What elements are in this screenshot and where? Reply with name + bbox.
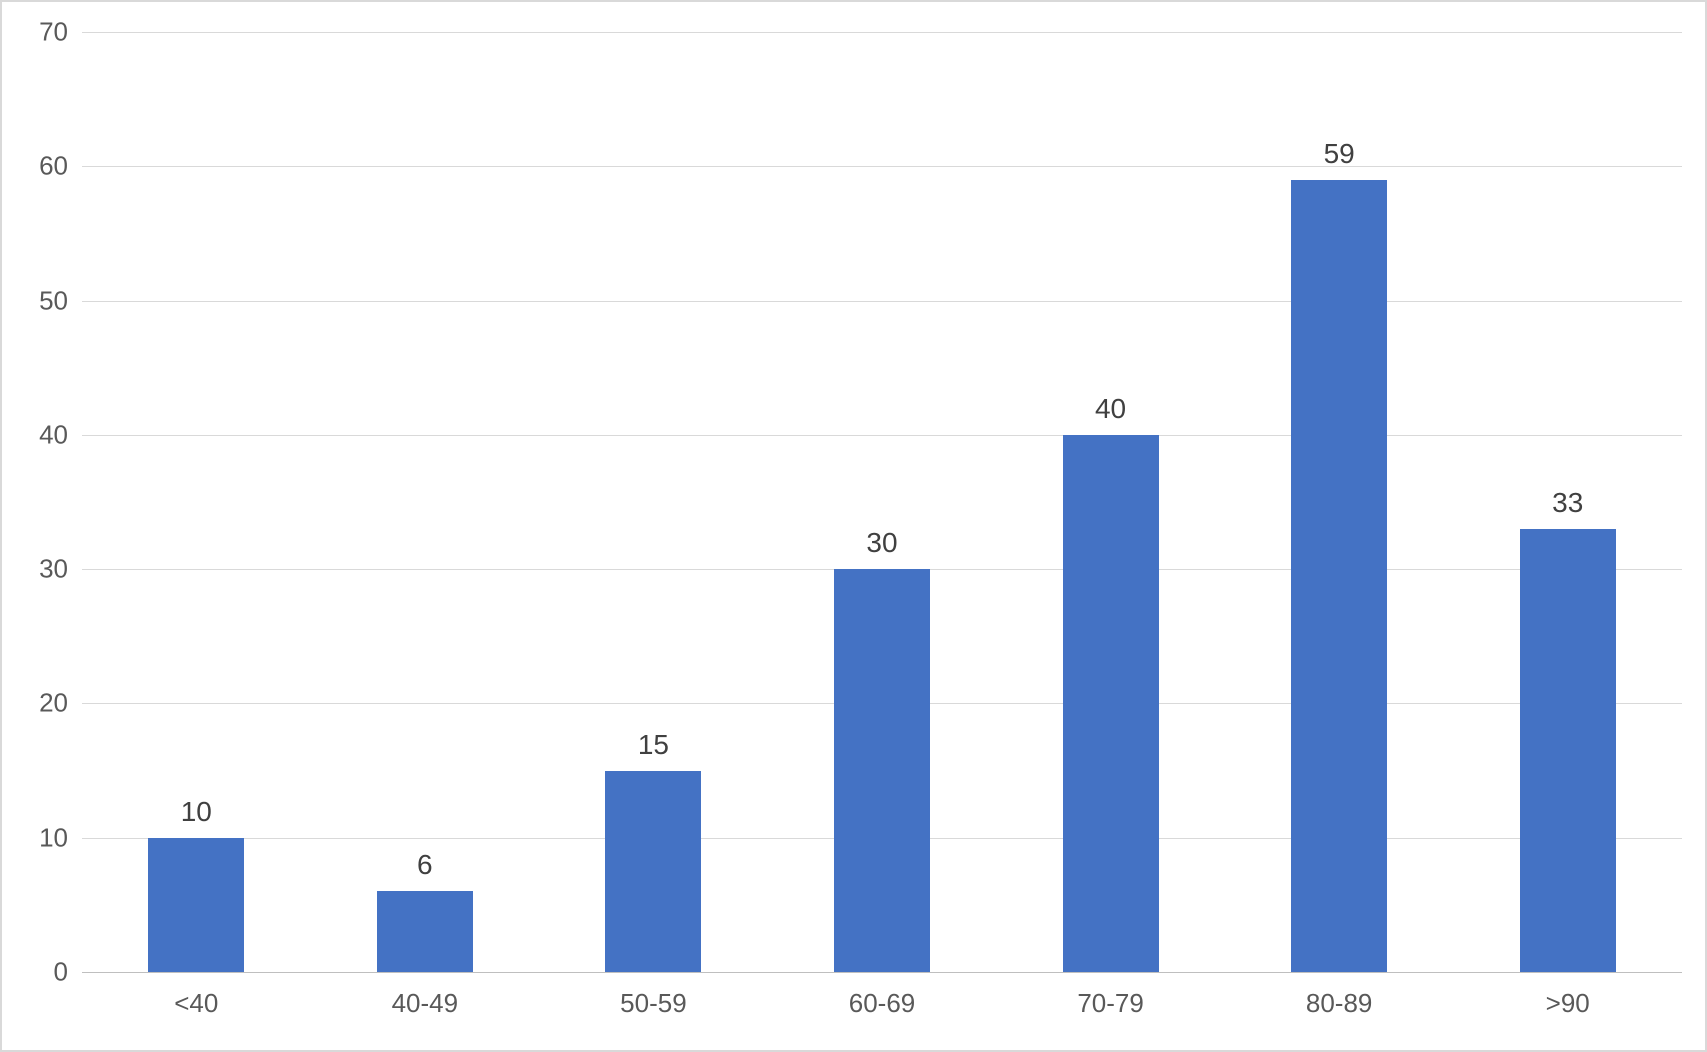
- bar: [834, 569, 930, 972]
- x-tick-label: >90: [1546, 988, 1590, 1019]
- y-tick-label: 20: [39, 688, 68, 719]
- gridline: [82, 32, 1682, 33]
- gridline: [82, 435, 1682, 436]
- bar-value-label: 6: [417, 849, 433, 881]
- x-tick-label: 60-69: [849, 988, 916, 1019]
- bar-value-label: 33: [1552, 487, 1583, 519]
- x-tick-label: <40: [174, 988, 218, 1019]
- bar-value-label: 59: [1324, 138, 1355, 170]
- x-axis-line: [82, 972, 1682, 973]
- plot-area: 01020304050607010<40640-491550-593060-69…: [82, 32, 1682, 972]
- bar: [1520, 529, 1616, 972]
- bar: [1063, 435, 1159, 972]
- bar-value-label: 10: [181, 796, 212, 828]
- bar: [1291, 180, 1387, 972]
- y-tick-label: 30: [39, 554, 68, 585]
- y-tick-label: 0: [54, 957, 68, 988]
- bar-value-label: 40: [1095, 393, 1126, 425]
- gridline: [82, 166, 1682, 167]
- gridline: [82, 301, 1682, 302]
- x-tick-label: 50-59: [620, 988, 687, 1019]
- y-tick-label: 40: [39, 419, 68, 450]
- y-tick-label: 10: [39, 822, 68, 853]
- bar: [605, 771, 701, 972]
- x-tick-label: 80-89: [1306, 988, 1373, 1019]
- bar: [377, 891, 473, 972]
- bar-value-label: 30: [866, 527, 897, 559]
- x-tick-label: 40-49: [392, 988, 459, 1019]
- bar-value-label: 15: [638, 729, 669, 761]
- chart-frame: 0 10 20 30 40 50 60 70 10 <40 6 40-49 15 50-59 30 60-69…: [0, 0, 1707, 1052]
- x-tick-label: 70-79: [1077, 988, 1144, 1019]
- bar: [148, 838, 244, 972]
- y-tick-label: 70: [39, 17, 68, 48]
- y-tick-label: 50: [39, 285, 68, 316]
- y-tick-label: 60: [39, 151, 68, 182]
